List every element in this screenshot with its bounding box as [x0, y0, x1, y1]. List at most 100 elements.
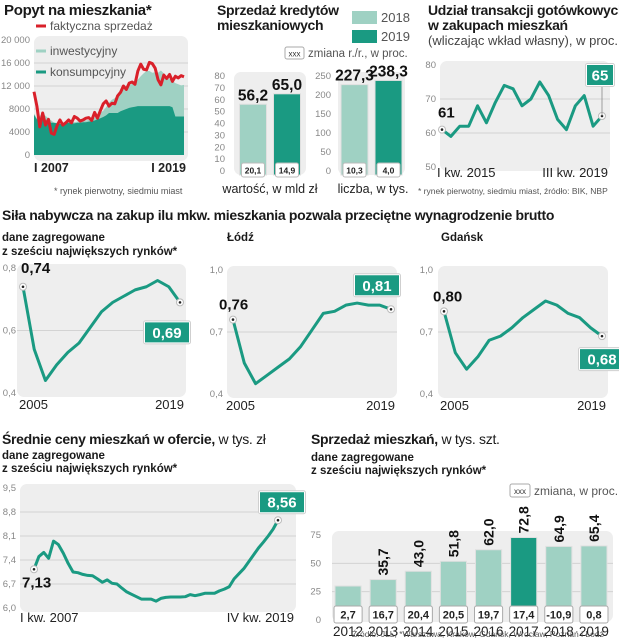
change-label: 10,3: [346, 166, 363, 176]
change-label: 4,0: [383, 166, 395, 176]
change-box: [579, 605, 609, 624]
x-category-label: 2014: [403, 624, 434, 639]
y-tick-label: 0: [220, 166, 225, 177]
x-start-label: 2005: [226, 398, 255, 413]
bar-2019: [374, 79, 403, 176]
demand-chart: 0 4000 8000 12 000 16 000 20 000 faktyczna spr…: [1, 19, 188, 175]
start-value-label: 0,74: [21, 260, 51, 277]
bar-value-label: 51,8: [445, 530, 461, 557]
y-tick-label: 9,5: [3, 483, 16, 494]
plot-panel: [20, 484, 296, 612]
cash-footnote: * rynek pierwotny, siedmiu miast, źródło…: [418, 186, 608, 196]
y-tick-label: 12 000: [1, 81, 30, 92]
bar-2019: [273, 93, 301, 176]
bar-value-label: 62,0: [481, 518, 497, 545]
y-tick-label: 0,4: [210, 389, 223, 400]
change-label: 20,5: [443, 610, 464, 622]
legend-label-konsumpcyjny: konsumpcyjny: [50, 65, 126, 79]
end-point: [276, 518, 280, 522]
x-start-label: I kw. 2007: [20, 610, 79, 625]
sales-title: Sprzedaż mieszkań, w tys. szt.: [311, 432, 500, 447]
cash-title-line-2: w zakupach mieszkań: [428, 17, 568, 33]
change-note-box-label: xxx: [514, 487, 526, 496]
plot-panel: [440, 61, 610, 171]
x-category-label: 2019: [579, 624, 609, 639]
power-aggregate-heading-2: z sześciu największych rynków*: [2, 246, 178, 258]
y-tick-label: 1,0: [420, 265, 433, 276]
change-box: [403, 605, 433, 624]
end-value-label-box: [145, 322, 189, 343]
bar-value-label: 227,3: [335, 68, 374, 85]
y-tick-label: 4000: [9, 127, 30, 138]
data-line: [442, 299, 604, 371]
end-point: [600, 334, 604, 338]
start-value-label: 0,76: [219, 297, 248, 314]
plot-panel: [332, 531, 613, 622]
prices-title-bold: Średnie ceny mieszkań w ofercie,: [2, 431, 215, 447]
legend-swatch-2019: [352, 30, 377, 43]
y-tick-label: 16 000: [1, 58, 30, 69]
end-value-label: 0,68: [587, 352, 616, 369]
data-line: [21, 279, 182, 382]
power-gdansk-chart: 0,4 0,7 1,0 0,80 0,68 2005 2019: [420, 265, 619, 413]
y-tick-label: 0: [326, 166, 331, 177]
y-tick-label: 6,7: [3, 579, 16, 590]
y-tick-label: 70: [425, 94, 436, 105]
y-tick-label: 8,8: [3, 507, 16, 518]
end-value-label: 0,69: [152, 325, 181, 342]
x-end-label: 2019: [577, 398, 606, 413]
y-tick-label: 100: [315, 128, 331, 139]
y-tick-label: 0: [316, 615, 321, 626]
change-box: [241, 162, 265, 178]
end-value-label: 0,81: [362, 278, 391, 295]
x-category-label: 2015: [438, 624, 468, 639]
sales-source: Źródło: JLL, *Warszawa, Kraków, Gdańsk, …: [352, 629, 604, 639]
y-tick-label: 80: [214, 71, 225, 82]
x-category-label: 2017: [509, 624, 539, 639]
change-box: [544, 605, 574, 624]
bar-value-label: 64,9: [551, 515, 567, 542]
y-tick-label: 8,1: [3, 531, 16, 542]
prices-title-unit: w tys. zł: [214, 431, 266, 447]
data-line: [231, 301, 393, 386]
bar-value-label: 238,3: [369, 63, 408, 80]
y-tick-label: 50: [425, 162, 436, 173]
x-start-label: I kw. 2015: [437, 165, 496, 180]
data-line: [440, 80, 604, 138]
change-note-label: zmiana r./r., w proc.: [308, 48, 408, 60]
legend-label-inwestycyjny: inwestycyjny: [50, 44, 117, 58]
change-box: [474, 605, 504, 624]
y-tick-label: 40: [214, 119, 225, 130]
sales-title-bold: Sprzedaż mieszkań,: [311, 431, 438, 447]
line-faktyczna-sprzedaz: [32, 60, 185, 136]
group-label: liczba, w tys.: [338, 182, 409, 196]
change-box: [275, 162, 299, 178]
y-tick-label: 0: [25, 150, 30, 161]
x-end-label: 2019: [366, 398, 395, 413]
y-tick-label: 50: [320, 147, 331, 158]
change-label: 20,1: [245, 166, 262, 176]
y-tick-label: 0,7: [210, 327, 223, 338]
start-point: [32, 567, 36, 571]
change-box: [342, 162, 367, 178]
start-point: [21, 285, 25, 289]
change-label: 14,9: [279, 166, 296, 176]
y-tick-label: 6,0: [3, 603, 16, 614]
sales-title-unit: w tys. szt.: [437, 431, 500, 447]
x-end-label: 2019: [155, 397, 184, 412]
power-lodz-heading: Łódź: [227, 232, 254, 244]
x-category-label: 2013: [368, 624, 398, 639]
y-tick-label: 20 000: [1, 35, 30, 46]
x-category-label: 2012: [333, 624, 363, 639]
y-tick-label: 60: [425, 128, 436, 139]
change-label: 0,8: [586, 610, 601, 622]
y-tick-label: 10: [214, 154, 225, 165]
start-value-label: 0,80: [433, 288, 462, 305]
y-tick-label: 50: [310, 558, 321, 569]
end-value-label: 65: [592, 68, 609, 85]
sales-heading-2: z sześciu największych rynków*: [311, 465, 487, 477]
x-category-label: 2016: [474, 624, 504, 639]
y-tick-label: 75: [310, 530, 321, 541]
end-value-label-box: [260, 492, 304, 513]
power-aggregate-heading-1: dane zagregowane: [2, 232, 105, 244]
